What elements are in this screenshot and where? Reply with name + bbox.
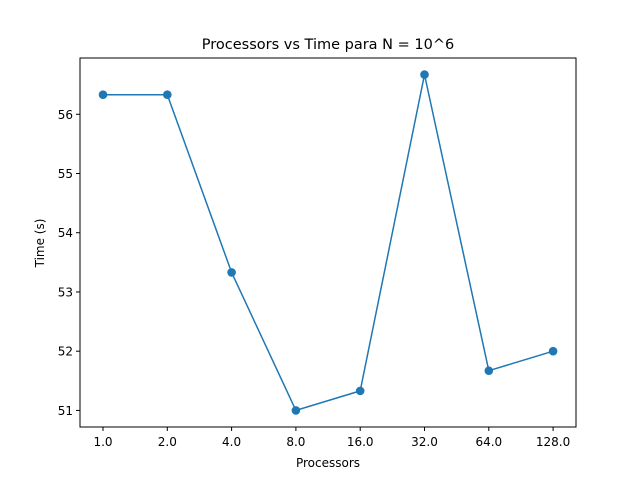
x-tick-label: 2.0 bbox=[158, 435, 177, 449]
x-tick-label: 16.0 bbox=[347, 435, 374, 449]
plot-layer: 51 52 53 54 55 56 1.0 2.0 4.0 8.0 16.0 32.0 64.0 128.… bbox=[58, 70, 570, 449]
y-tick-label: 51 bbox=[58, 404, 73, 418]
data-point bbox=[227, 268, 236, 277]
x-tick-label: 4.0 bbox=[222, 435, 241, 449]
x-tick-label: 32.0 bbox=[411, 435, 438, 449]
y-axis-label: Time (s) bbox=[33, 219, 47, 269]
data-point bbox=[163, 90, 172, 100]
data-point bbox=[291, 406, 301, 415]
chart-title: Processors vs Time para N = 10^6 bbox=[202, 37, 454, 53]
data-point bbox=[548, 346, 558, 356]
data-point bbox=[484, 366, 494, 376]
x-tick-label: 1.0 bbox=[93, 435, 112, 449]
x-axis-label: Processors bbox=[296, 456, 360, 470]
y-tick-label: 52 bbox=[58, 345, 73, 359]
x-tick-label: 8.0 bbox=[286, 435, 305, 449]
series-line bbox=[103, 73, 554, 412]
plot-frame bbox=[79, 57, 577, 428]
x-tick-label: 64.0 bbox=[475, 435, 502, 449]
y-tick-label: 54 bbox=[58, 226, 73, 240]
data-point bbox=[355, 386, 365, 396]
y-tick-label: 53 bbox=[58, 285, 73, 299]
x-tick-label: 128.0 bbox=[536, 435, 570, 449]
y-tick-label: 55 bbox=[58, 167, 73, 181]
y-tick-label: 56 bbox=[58, 108, 73, 122]
data-point bbox=[98, 90, 108, 100]
data-point bbox=[420, 70, 429, 79]
